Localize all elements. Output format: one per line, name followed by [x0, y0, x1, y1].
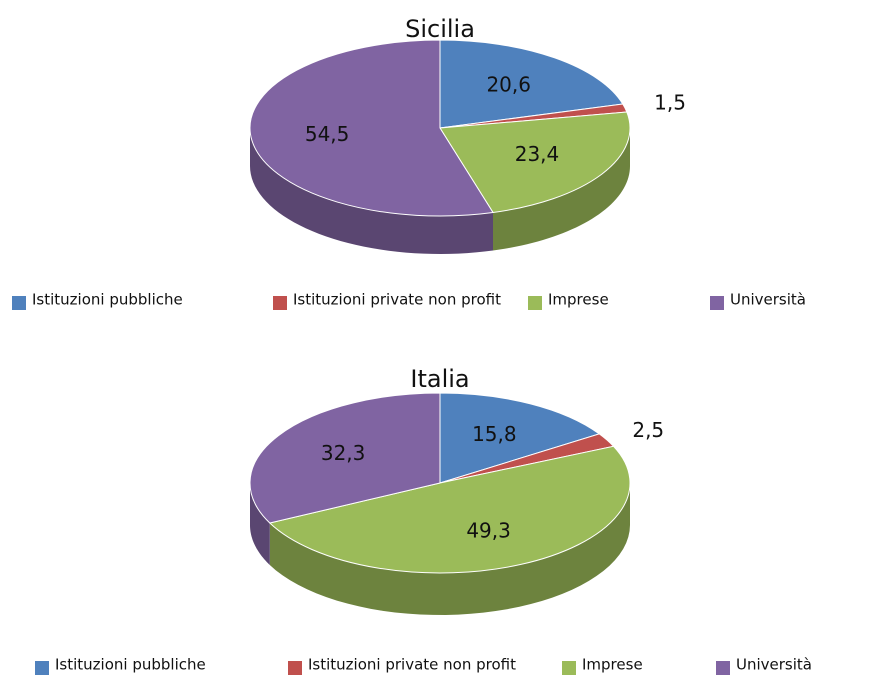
slice	[249, 39, 494, 217]
data-label: 23,4	[515, 142, 560, 166]
slice	[249, 392, 441, 524]
slice	[439, 39, 624, 129]
data-label: 32,3	[321, 441, 366, 465]
legend-marker	[562, 661, 576, 675]
legend-marker	[710, 296, 724, 310]
slice	[439, 111, 631, 214]
legend-marker	[273, 296, 287, 310]
legend-label: Istituzioni pubbliche	[32, 291, 183, 309]
legend-label: Istituzioni private non profit	[308, 656, 516, 674]
legend-label: Università	[730, 291, 806, 309]
legend-label: Imprese	[548, 291, 609, 309]
data-label: 20,6	[486, 72, 531, 96]
slice-side	[250, 128, 494, 254]
legend-label: Imprese	[582, 656, 643, 674]
legend-marker	[288, 661, 302, 675]
slice-side	[269, 483, 630, 615]
data-label: 54,5	[305, 122, 350, 146]
slice	[268, 445, 631, 574]
legend-marker	[528, 296, 542, 310]
chart-title: Italia	[410, 365, 469, 393]
data-label: 2,5	[632, 418, 664, 442]
data-label: 15,8	[472, 422, 517, 446]
data-label: 1,5	[654, 90, 686, 114]
slice	[439, 392, 601, 484]
chart-title: Sicilia	[405, 15, 475, 43]
legend-label: Istituzioni private non profit	[293, 291, 501, 309]
slice-side	[493, 128, 630, 251]
legend-label: Università	[736, 656, 812, 674]
data-label: 49,3	[466, 518, 511, 542]
legend-marker	[35, 661, 49, 675]
legend-marker	[12, 296, 26, 310]
legend-label: Istituzioni pubbliche	[55, 656, 206, 674]
legend-marker	[716, 661, 730, 675]
